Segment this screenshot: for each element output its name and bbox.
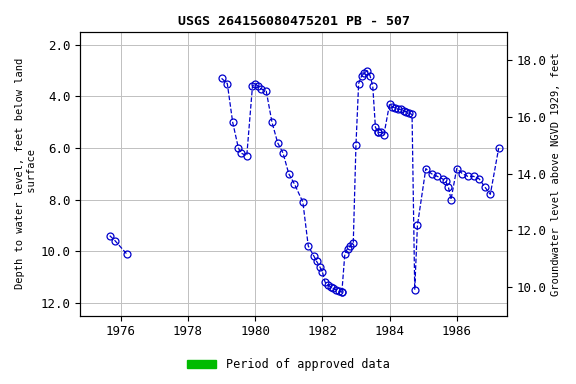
- Y-axis label: Groundwater level above NGVD 1929, feet: Groundwater level above NGVD 1929, feet: [551, 52, 561, 296]
- Title: USGS 264156080475201 PB - 507: USGS 264156080475201 PB - 507: [178, 15, 410, 28]
- Legend: Period of approved data: Period of approved data: [182, 354, 394, 376]
- Y-axis label: Depth to water level, feet below land
 surface: Depth to water level, feet below land su…: [15, 58, 37, 290]
